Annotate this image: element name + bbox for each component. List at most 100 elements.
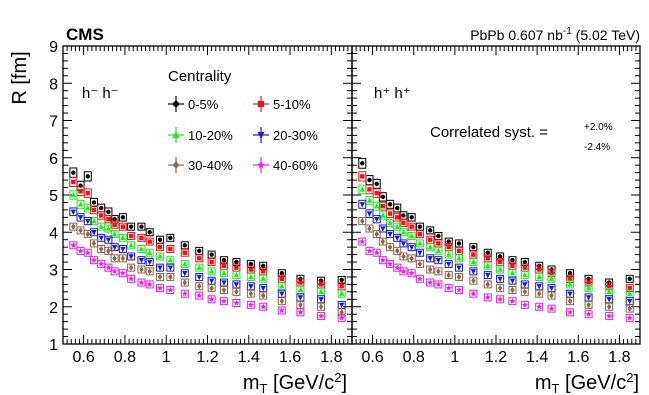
- syst-box: [104, 235, 113, 244]
- syst-box: [69, 190, 78, 200]
- syst-box: [566, 308, 575, 317]
- syst-box: [83, 203, 92, 213]
- legend-marker: [172, 131, 180, 138]
- syst-box: [156, 272, 165, 281]
- data-point: [359, 238, 366, 245]
- syst-box: [426, 243, 435, 252]
- data-point: [380, 238, 386, 245]
- syst-box: [393, 213, 402, 222]
- syst-box: [317, 312, 326, 321]
- data-point: [197, 283, 202, 290]
- syst-box: [496, 295, 505, 304]
- data-point: [85, 174, 90, 179]
- data-point: [139, 235, 144, 241]
- legend-label: 40-60%: [273, 158, 318, 173]
- legend-label: 30-40%: [188, 158, 233, 173]
- syst-box: [407, 213, 416, 222]
- data-point: [221, 280, 227, 286]
- syst-box: [393, 246, 402, 255]
- data-point: [373, 217, 380, 223]
- syst-box: [508, 285, 517, 294]
- correlated-syst-label: Correlated syst. =: [430, 124, 548, 141]
- syst-box: [407, 269, 416, 278]
- syst-box: [454, 272, 463, 281]
- syst-box: [496, 284, 505, 293]
- data-point: [220, 297, 228, 304]
- syst-box: [372, 188, 381, 198]
- data-point: [456, 255, 462, 261]
- x-tick-label: 1.4: [526, 349, 548, 366]
- data-point: [456, 265, 462, 271]
- data-point: [401, 220, 406, 226]
- experiment-label: CMS: [66, 25, 104, 44]
- data-point: [91, 200, 97, 205]
- data-point: [387, 243, 393, 251]
- syst-box: [625, 274, 634, 283]
- data-point: [338, 314, 345, 321]
- data-point: [106, 209, 111, 214]
- data-point: [380, 194, 386, 200]
- data-point: [585, 311, 592, 317]
- data-point: [416, 275, 423, 282]
- data-point: [167, 256, 174, 263]
- data-point: [436, 241, 441, 246]
- syst-box: [426, 254, 435, 263]
- data-point: [196, 274, 202, 281]
- syst-box: [483, 261, 492, 270]
- data-point: [387, 231, 393, 238]
- syst-box: [195, 282, 204, 291]
- data-point: [71, 170, 76, 175]
- syst-box: [232, 271, 241, 280]
- data-point: [111, 244, 118, 251]
- data-point: [233, 271, 240, 278]
- x-tick-label: 1.6: [567, 349, 589, 366]
- syst-box: [605, 302, 614, 311]
- syst-box: [246, 272, 255, 281]
- data-point: [260, 303, 267, 310]
- syst-box: [277, 297, 286, 306]
- syst-box: [145, 258, 154, 267]
- data-point: [471, 252, 476, 257]
- data-point: [167, 286, 174, 293]
- data-point: [98, 223, 104, 229]
- syst-box: [137, 222, 146, 231]
- data-point: [485, 272, 491, 279]
- data-point: [248, 284, 254, 290]
- data-point: [317, 312, 325, 319]
- data-point: [105, 225, 112, 231]
- syst-box: [127, 231, 136, 240]
- y-tick-label: 3: [49, 263, 58, 280]
- data-point: [85, 218, 91, 225]
- y-tick-label: 1: [49, 337, 58, 354]
- data-point: [139, 224, 144, 229]
- syst-box: [625, 304, 634, 313]
- legend-item: 20-30%: [253, 127, 318, 143]
- syst-box: [145, 248, 154, 257]
- data-point: [417, 240, 423, 246]
- data-point: [387, 202, 393, 207]
- data-point: [234, 288, 239, 296]
- data-point: [606, 284, 612, 289]
- legend-label: 20-30%: [273, 128, 318, 143]
- data-point: [297, 295, 304, 301]
- legend-label: 0-5%: [188, 97, 219, 112]
- syst-box: [426, 265, 435, 274]
- syst-box: [496, 265, 505, 274]
- data-point: [586, 280, 591, 285]
- data-point: [606, 312, 613, 319]
- data-point: [379, 256, 386, 263]
- syst-box: [434, 256, 443, 265]
- data-point: [209, 284, 214, 292]
- data-point: [400, 241, 407, 247]
- data-point: [606, 288, 612, 295]
- syst-box: [372, 215, 381, 224]
- syst-box: [118, 269, 127, 278]
- data-point: [147, 259, 153, 266]
- syst-box: [566, 280, 575, 289]
- data-point: [338, 302, 345, 309]
- data-point: [497, 276, 503, 283]
- data-point: [260, 285, 266, 292]
- syst-box: [434, 246, 443, 255]
- syst-box: [137, 233, 146, 242]
- syst-box: [399, 252, 408, 261]
